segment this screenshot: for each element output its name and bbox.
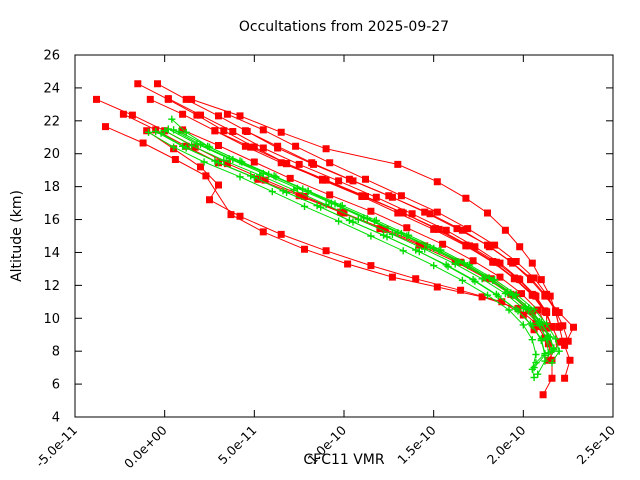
x-tick-label: 5.0e-11 <box>215 423 260 468</box>
series-line <box>168 128 555 375</box>
series-occultation-green-7 <box>157 129 549 372</box>
chart-title: Occultations from 2025-09-27 <box>238 19 450 35</box>
x-tick-label: 2.5e-10 <box>574 422 619 467</box>
series-line <box>178 131 560 363</box>
y-tick-label: 26 <box>43 49 60 64</box>
square-markers <box>154 80 577 382</box>
series-occultation-red-8 <box>102 123 549 342</box>
y-tick-label: 10 <box>43 312 60 327</box>
series-line <box>150 98 560 361</box>
series-occultation-green-8 <box>175 127 563 367</box>
series-occultation-green-5 <box>168 115 552 357</box>
series-occultation-red-12 <box>241 127 572 345</box>
series-occultation-red-13 <box>143 127 538 334</box>
x-axis-label: CFC11 VMR <box>303 452 385 468</box>
plus-markers <box>168 115 552 357</box>
series-occultation-red-3 <box>154 80 577 382</box>
series-occultation-red-6 <box>188 95 563 331</box>
x-tick-label: -5.0e-11 <box>32 423 80 471</box>
y-tick-label: 12 <box>43 279 60 294</box>
plus-markers <box>175 127 563 367</box>
square-markers <box>134 80 556 399</box>
y-tick-label: 20 <box>43 147 60 162</box>
series-occultation-green-1 <box>144 128 540 382</box>
plus-markers <box>157 129 549 372</box>
series-occultation-red-4 <box>146 95 563 364</box>
series-occultation-red-11 <box>211 127 556 330</box>
x-tick-label: 1.0e-10 <box>305 422 350 467</box>
y-tick-label: 18 <box>43 180 60 195</box>
series-line <box>171 118 549 353</box>
series-line <box>164 130 553 352</box>
y-tick-label: 4 <box>52 411 60 426</box>
series-occultation-red-10 <box>179 126 551 330</box>
y-tick-label: 6 <box>52 378 60 393</box>
y-tick-label: 8 <box>52 345 60 360</box>
series-line <box>148 131 537 378</box>
square-markers <box>102 123 549 342</box>
square-markers <box>146 95 563 364</box>
series-line <box>146 130 535 331</box>
square-markers <box>179 126 551 330</box>
y-tick-label: 24 <box>43 81 60 96</box>
series-occultation-green-6 <box>164 125 558 378</box>
y-tick-label: 16 <box>43 213 60 228</box>
x-tick-label: 2.0e-10 <box>484 422 529 467</box>
x-tick-label: 0.0e+00 <box>121 422 170 471</box>
x-tick-label: 1.5e-10 <box>394 422 439 467</box>
y-tick-label: 14 <box>43 246 60 261</box>
plus-markers <box>164 125 558 378</box>
series-occultation-red-5 <box>164 95 556 331</box>
square-markers <box>241 127 572 345</box>
square-markers <box>143 127 538 334</box>
plus-markers <box>144 128 540 382</box>
square-markers <box>188 95 563 331</box>
series-line <box>137 83 553 396</box>
series-line <box>105 126 546 339</box>
series-occultation-red-2 <box>134 80 556 399</box>
y-tick-label: 22 <box>43 114 60 129</box>
